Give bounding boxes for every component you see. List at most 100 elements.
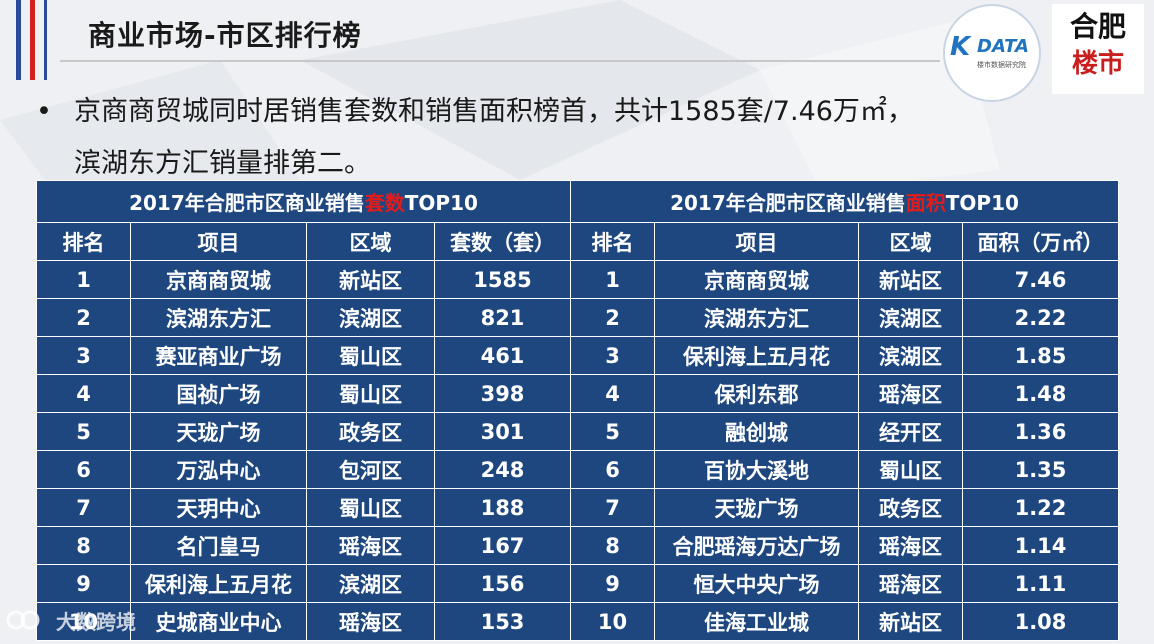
right-cell-district: 滨湖区	[858, 298, 963, 337]
right-cell-rank: 2	[570, 298, 655, 337]
left-cell-district: 滨湖区	[306, 564, 435, 603]
right-cell-area: 2.22	[962, 298, 1119, 337]
right-cell-rank: 4	[570, 374, 655, 413]
left-cell-rank: 5	[36, 412, 131, 451]
left-header-units: 套数（套）	[434, 222, 571, 261]
title-divider	[60, 60, 940, 62]
left-cell-units: 821	[434, 298, 571, 337]
accent-bar-blue	[16, 0, 21, 80]
left-cell-project: 名门皇马	[130, 526, 307, 565]
right-cell-rank: 1	[570, 260, 655, 299]
right-cell-rank: 3	[570, 336, 655, 375]
right-title-post: TOP10	[945, 191, 1019, 215]
left-cell-units: 301	[434, 412, 571, 451]
right-cell-area: 7.46	[962, 260, 1119, 299]
left-cell-district: 蜀山区	[306, 374, 435, 413]
left-cell-units: 398	[434, 374, 571, 413]
left-cell-district: 瑶海区	[306, 602, 435, 641]
left-cell-project: 赛亚商业广场	[130, 336, 307, 375]
ranking-table: 2017年合肥市区商业销售套数TOP10 2017年合肥市区商业销售面积TOP1…	[36, 180, 1119, 641]
left-cell-units: 153	[434, 602, 571, 641]
left-title-highlight: 套数	[364, 191, 405, 215]
left-cell-district: 蜀山区	[306, 488, 435, 527]
right-cell-area: 1.85	[962, 336, 1119, 375]
left-cell-project: 保利海上五月花	[130, 564, 307, 603]
left-table-title: 2017年合肥市区商业销售套数TOP10	[36, 180, 571, 223]
right-cell-project: 融创城	[654, 412, 859, 451]
kdata-logo: K DATA 楼市数据研究院	[943, 4, 1041, 102]
right-cell-project: 滨湖东方汇	[654, 298, 859, 337]
right-cell-rank: 6	[570, 450, 655, 489]
right-cell-project: 保利海上五月花	[654, 336, 859, 375]
right-cell-district: 新站区	[858, 260, 963, 299]
table-row: 10 史城商业中心 瑶海区 153 10 佳海工业城 新站区 1.08	[36, 602, 1119, 641]
table-row: 4 国祯广场 蜀山区 398 4 保利东郡 瑶海区 1.48	[36, 374, 1119, 413]
right-cell-area: 1.14	[962, 526, 1119, 565]
kdata-logo-text: DATA	[977, 36, 1029, 57]
hefei-logo-line1: 合肥	[1069, 10, 1126, 43]
right-cell-project: 恒大中央广场	[654, 564, 859, 603]
left-cell-units: 167	[434, 526, 571, 565]
table-body: 1 京商商贸城 新站区 1585 1 京商商贸城 新站区 7.46 2 滨湖东方汇 滨湖区 821 2 滨…	[36, 260, 1119, 641]
summary-bullet: • 京商商贸城同时居销售套数和销售面积榜首，共计1585套/7.46万㎡， 滨湖东…	[36, 86, 1116, 190]
left-cell-rank: 3	[36, 336, 131, 375]
accent-bar-red	[30, 0, 35, 80]
right-cell-rank: 5	[570, 412, 655, 451]
left-cell-project: 史城商业中心	[130, 602, 307, 641]
right-cell-area: 1.22	[962, 488, 1119, 527]
left-cell-project: 天玥中心	[130, 488, 307, 527]
right-title-highlight: 面积	[905, 191, 946, 215]
left-cell-project: 国祯广场	[130, 374, 307, 413]
right-cell-area: 1.35	[962, 450, 1119, 489]
right-title-pre: 2017年合肥市区商业销售	[670, 191, 906, 215]
accent-bar-thin	[44, 0, 47, 80]
right-cell-rank: 7	[570, 488, 655, 527]
right-cell-district: 政务区	[858, 488, 963, 527]
right-cell-district: 瑶海区	[858, 526, 963, 565]
left-cell-units: 156	[434, 564, 571, 603]
left-title-post: TOP10	[404, 191, 478, 215]
left-header-district: 区域	[306, 222, 435, 261]
left-header-rank: 排名	[36, 222, 131, 261]
left-cell-district: 蜀山区	[306, 336, 435, 375]
left-cell-rank: 10	[36, 602, 131, 641]
left-header-project: 项目	[130, 222, 307, 261]
table-title-row: 2017年合肥市区商业销售套数TOP10 2017年合肥市区商业销售面积TOP1…	[36, 180, 1119, 223]
left-title-pre: 2017年合肥市区商业销售	[129, 191, 365, 215]
left-cell-project: 京商商贸城	[130, 260, 307, 299]
summary-text-1: 京商商贸城同时居销售套数和销售面积榜首，共计1585套/7.46万㎡，	[74, 96, 914, 127]
left-cell-rank: 9	[36, 564, 131, 603]
hefei-loushi-logo: 合肥 楼市	[1052, 4, 1144, 94]
right-cell-area: 1.48	[962, 374, 1119, 413]
right-cell-area: 1.11	[962, 564, 1119, 603]
left-cell-district: 瑶海区	[306, 526, 435, 565]
table-row: 9 保利海上五月花 滨湖区 156 9 恒大中央广场 瑶海区 1.11	[36, 564, 1119, 603]
table-row: 3 赛亚商业广场 蜀山区 461 3 保利海上五月花 滨湖区 1.85	[36, 336, 1119, 375]
right-cell-project: 保利东郡	[654, 374, 859, 413]
right-cell-district: 蜀山区	[858, 450, 963, 489]
right-cell-project: 合肥瑶海万达广场	[654, 526, 859, 565]
right-header-rank: 排名	[570, 222, 655, 261]
left-cell-district: 滨湖区	[306, 298, 435, 337]
left-cell-project: 天珑广场	[130, 412, 307, 451]
table-row: 7 天玥中心 蜀山区 188 7 天珑广场 政务区 1.22	[36, 488, 1119, 527]
watermark-icon	[6, 610, 40, 630]
right-table-title: 2017年合肥市区商业销售面积TOP10	[570, 180, 1119, 223]
table-row: 6 万泓中心 包河区 248 6 百协大溪地 蜀山区 1.35	[36, 450, 1119, 489]
right-cell-district: 瑶海区	[858, 564, 963, 603]
right-cell-project: 天珑广场	[654, 488, 859, 527]
left-cell-units: 188	[434, 488, 571, 527]
left-cell-rank: 4	[36, 374, 131, 413]
right-cell-area: 1.08	[962, 602, 1119, 641]
page-title: 商业市场-市区排行榜	[88, 19, 362, 52]
summary-line-2: 滨湖东方汇销量排第二。	[74, 148, 371, 179]
left-cell-rank: 1	[36, 260, 131, 299]
left-cell-project: 万泓中心	[130, 450, 307, 489]
left-cell-district: 包河区	[306, 450, 435, 489]
right-cell-district: 滨湖区	[858, 336, 963, 375]
right-cell-rank: 8	[570, 526, 655, 565]
left-cell-rank: 8	[36, 526, 131, 565]
kdata-logo-subtitle: 楼市数据研究院	[977, 61, 1026, 69]
table-row: 5 天珑广场 政务区 301 5 融创城 经开区 1.36	[36, 412, 1119, 451]
right-cell-area: 1.36	[962, 412, 1119, 451]
